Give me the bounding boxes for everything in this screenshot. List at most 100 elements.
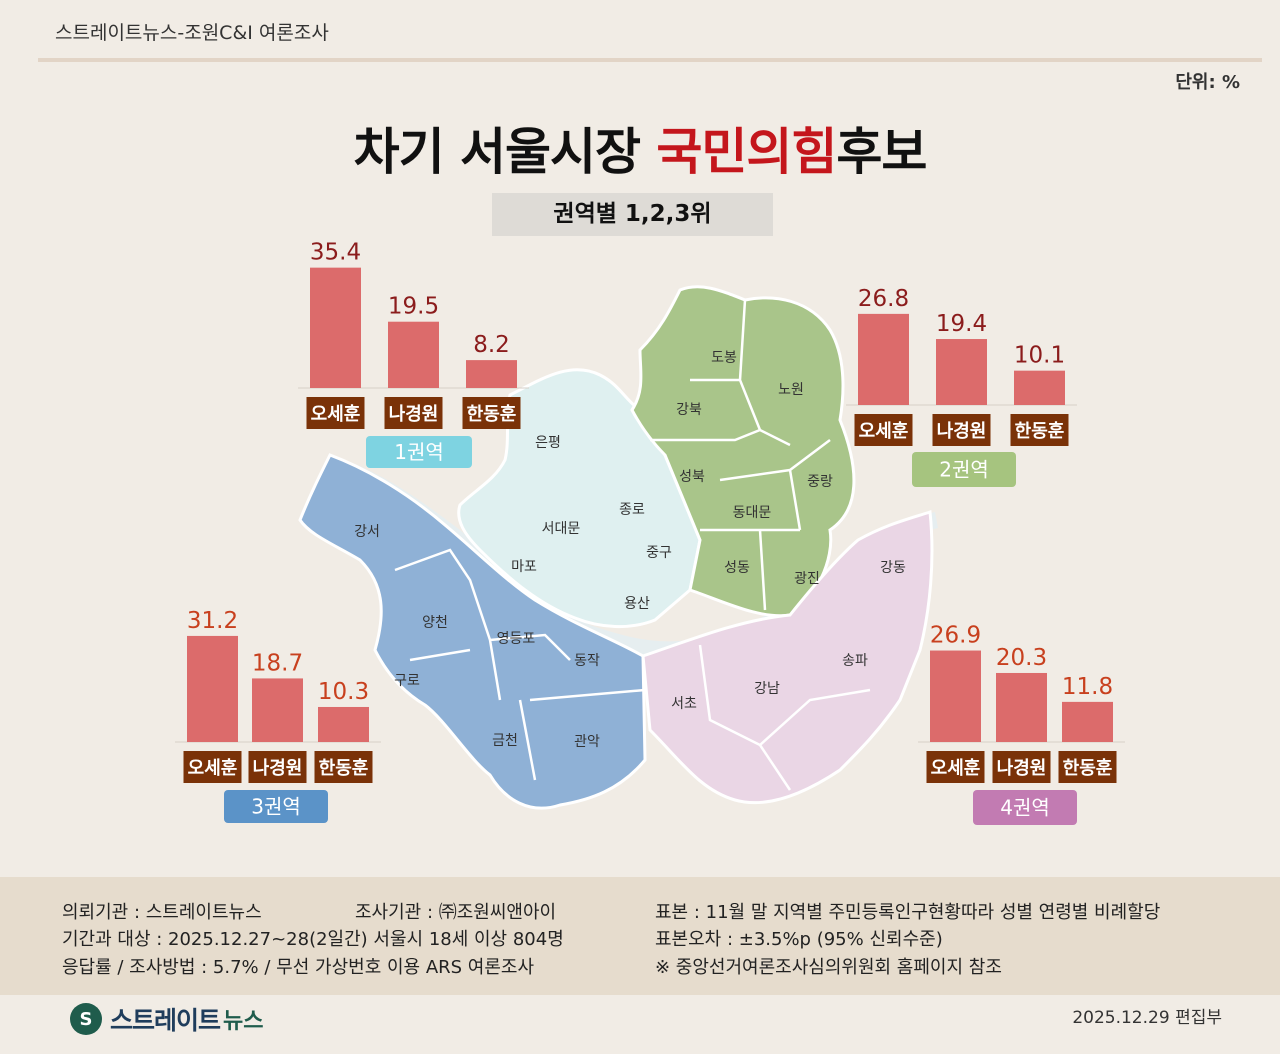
region-badge-label: 4권역 <box>1000 796 1050 820</box>
district-label: 동작 <box>574 653 600 669</box>
district-label: 구로 <box>394 673 420 689</box>
candidate-label: 나경원 <box>389 404 439 425</box>
logo-sub: 뉴스 <box>223 1009 264 1034</box>
candidate-label: 한동훈 <box>1015 420 1065 442</box>
publish-date: 2025.12.29 편집부 <box>1072 1008 1222 1028</box>
candidate-label-bg <box>854 414 913 446</box>
candidate-label: 오세훈 <box>859 420 909 442</box>
title-tail: 후보 <box>836 123 927 181</box>
district-label: 서대문 <box>542 521 581 537</box>
district-label: 강동 <box>880 560 906 576</box>
district-label: 도봉 <box>711 350 737 366</box>
footer-sample: 표본 : 11월 말 지역별 주민등록인구현황따라 성별 연령별 비례할당 <box>655 902 1161 923</box>
region-badge-label: 1권역 <box>394 440 444 464</box>
bar-value-label: 11.8 <box>1062 674 1113 700</box>
region-badge <box>366 436 472 468</box>
bar-value-label: 31.2 <box>187 608 238 634</box>
candidate-label-bg <box>462 397 521 429</box>
unit-label: 단위: % <box>1175 72 1240 93</box>
district-label: 서초 <box>671 696 697 712</box>
bar <box>1014 370 1065 405</box>
candidate-label-bg <box>1010 414 1069 446</box>
candidate-label-bg <box>384 397 443 429</box>
footer-note: ※ 중앙선거여론조사심의위원회 홈페이지 참조 <box>655 957 1002 978</box>
bar-value-label: 20.3 <box>996 645 1047 671</box>
bar <box>936 339 987 405</box>
district-label: 성동 <box>724 560 750 576</box>
title-main: 차기 서울시장 <box>353 123 657 181</box>
bar <box>252 678 303 742</box>
bar-value-label: 18.7 <box>252 650 303 676</box>
subtitle-badge: 권역별 1,2,3위 <box>492 193 773 236</box>
bar <box>318 706 369 742</box>
bar-value-label: 26.8 <box>858 286 909 312</box>
bar-value-label: 26.9 <box>930 623 981 649</box>
footer-agency: 조사기관 : ㈜조원씨앤아이 <box>355 902 557 923</box>
district-label: 관악 <box>574 734 600 750</box>
region-4-area <box>641 510 934 805</box>
district-label: 노원 <box>778 382 804 398</box>
candidate-label: 한동훈 <box>1063 757 1113 779</box>
candidate-label-bg <box>248 751 307 783</box>
bar-value-label: 10.3 <box>318 679 369 705</box>
logo-name: 스트레이트 <box>110 1006 221 1035</box>
district-label: 마포 <box>511 559 537 575</box>
region-badge <box>224 790 328 823</box>
candidate-label: 한동훈 <box>319 757 369 779</box>
region-badge-label: 3권역 <box>251 795 301 819</box>
region-3-area <box>298 453 647 810</box>
bar <box>996 672 1047 742</box>
region-1-shape <box>457 368 702 628</box>
district-label: 영등포 <box>497 631 536 647</box>
bar <box>858 313 909 405</box>
region-2-area <box>630 285 856 618</box>
bar <box>1062 701 1113 742</box>
region-badge <box>973 790 1077 825</box>
survey-source-label: 스트레이트뉴스-조원C&I 여론조사 <box>55 22 329 44</box>
bar-value-label: 35.4 <box>310 240 361 266</box>
footer-period: 기간과 대상 : 2025.12.27~28(2일간) 서울시 18세 이상 8… <box>62 929 564 950</box>
district-label: 성북 <box>679 469 705 485</box>
candidate-label: 나경원 <box>997 758 1047 779</box>
bar <box>466 360 517 388</box>
candidate-label-bg <box>306 397 365 429</box>
district-label: 광진 <box>794 571 820 587</box>
footer-error: 표본오차 : ±3.5%p (95% 신뢰수준) <box>655 929 943 950</box>
bar <box>930 650 981 742</box>
region-3-borders <box>394 548 646 781</box>
region-4-borders <box>698 644 871 791</box>
bar-value-label: 19.5 <box>388 294 439 320</box>
district-label: 중구 <box>646 545 672 561</box>
district-label: 강서 <box>354 524 380 540</box>
title-highlight: 국민의힘 <box>656 123 837 181</box>
candidate-label: 나경원 <box>937 421 987 442</box>
district-label: 양천 <box>422 615 448 631</box>
region-badge <box>912 452 1016 487</box>
district-label: 강남 <box>754 681 780 697</box>
candidate-label: 오세훈 <box>931 757 981 779</box>
candidate-label: 오세훈 <box>311 403 361 425</box>
bar-value-label: 19.4 <box>936 311 987 337</box>
district-label: 금천 <box>492 733 518 749</box>
district-label: 은평 <box>535 435 561 451</box>
region-4-shape <box>641 510 934 805</box>
region-2-borders <box>650 299 831 611</box>
candidate-label: 오세훈 <box>188 757 238 779</box>
candidate-label-bg <box>932 414 991 446</box>
footer-client: 의뢰기관 : 스트레이트뉴스 <box>62 902 262 923</box>
district-label: 동대문 <box>733 505 772 521</box>
footer-response: 응답률 / 조사방법 : 5.7% / 무선 가상번호 이용 ARS 여론조사 <box>62 957 535 978</box>
candidate-label-bg <box>183 751 242 783</box>
candidate-label-bg <box>926 751 985 783</box>
footer-panel: 의뢰기관 : 스트레이트뉴스 조사기관 : ㈜조원씨앤아이 기간과 대상 : 2… <box>0 877 1280 995</box>
bar <box>310 267 361 388</box>
region-badge-label: 2권역 <box>939 458 989 482</box>
region-1-chart: 35.4 오세훈 19.5 나경원 8.2 한동훈 1권역 <box>298 240 529 468</box>
district-label: 용산 <box>624 596 650 612</box>
region-1-area <box>457 368 702 628</box>
page-title: 차기 서울시장 국민의힘후보 <box>0 112 1280 184</box>
candidate-label-bg <box>1058 751 1117 783</box>
bar-value-label: 10.1 <box>1014 343 1065 369</box>
logo: S 스트레이트 뉴스 <box>70 1002 264 1036</box>
